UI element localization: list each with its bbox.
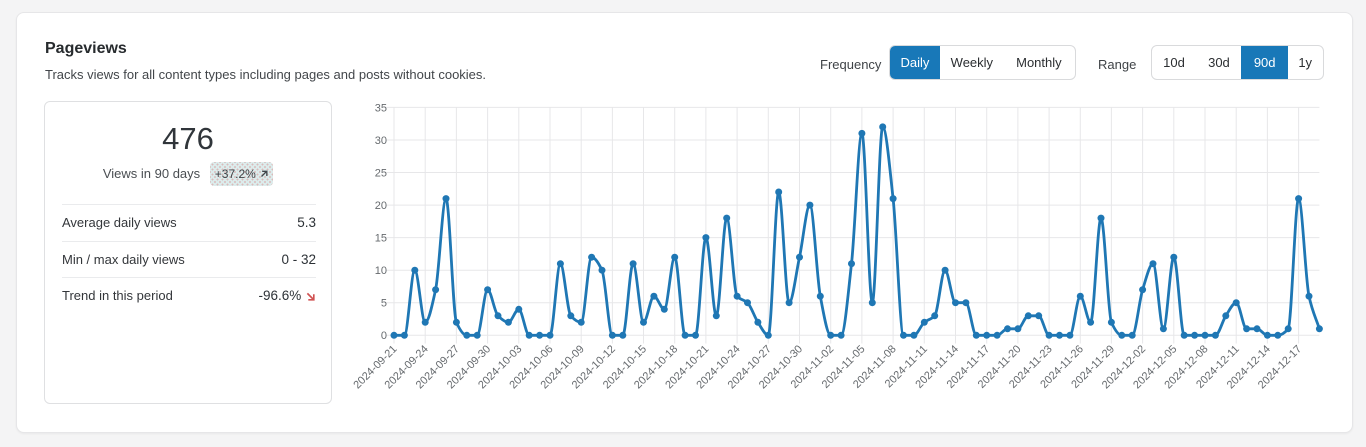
svg-text:5: 5 xyxy=(381,298,387,310)
svg-text:30: 30 xyxy=(375,135,387,147)
svg-text:20: 20 xyxy=(375,200,387,212)
svg-text:10: 10 xyxy=(375,265,387,277)
svg-text:15: 15 xyxy=(375,233,387,245)
svg-text:0: 0 xyxy=(381,330,387,342)
svg-text:25: 25 xyxy=(375,167,387,179)
svg-text:35: 35 xyxy=(375,102,387,114)
